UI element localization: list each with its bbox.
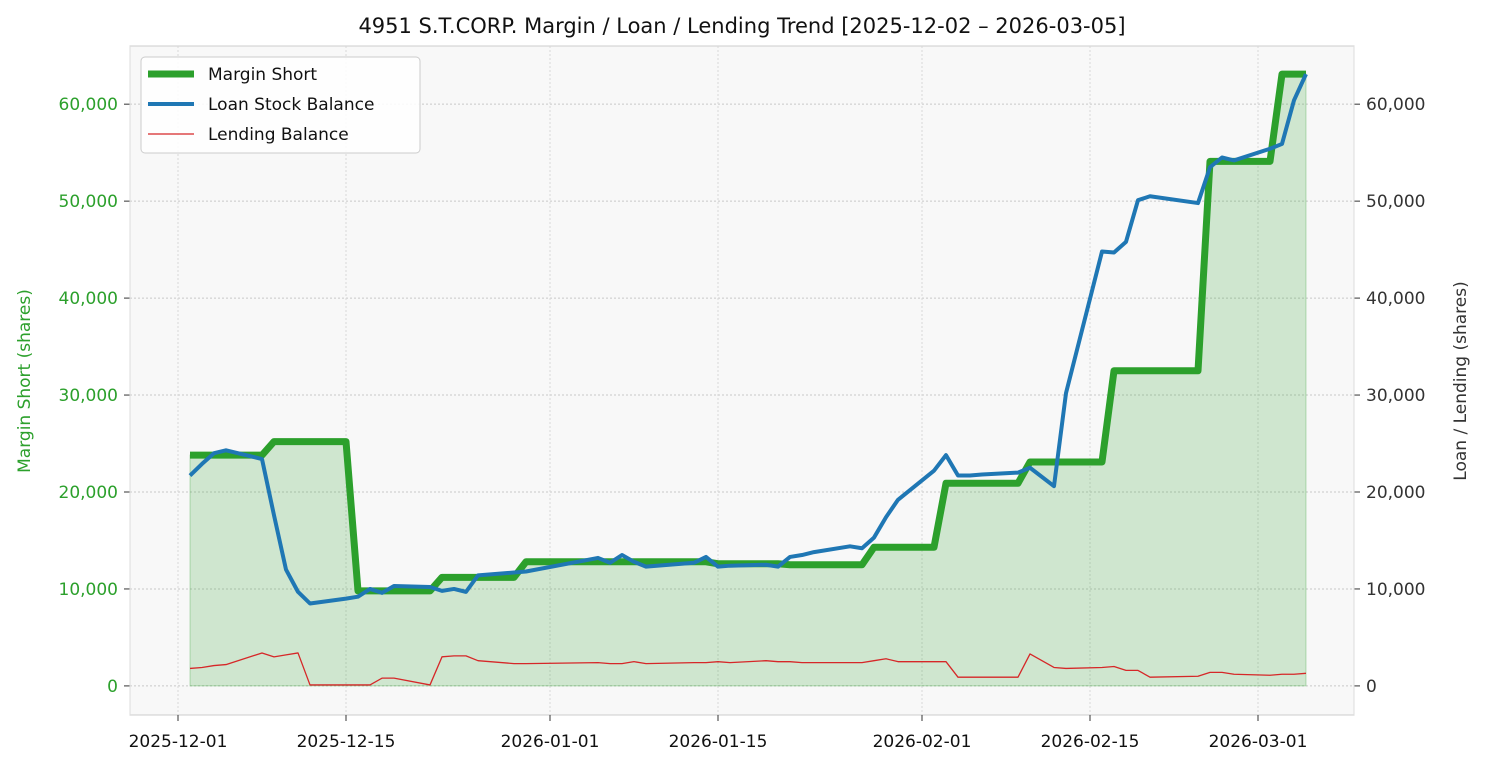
plot-background: [129, 45, 1355, 716]
legend-label: Margin Short: [208, 65, 317, 85]
y-right-tick-label: 20,000: [1366, 483, 1425, 503]
x-tick-label: 2026-02-01: [873, 732, 972, 752]
legend-label: Lending Balance: [208, 125, 349, 145]
axes: 0 10,000 20,000 30,000 40,000 50,000 60,000 0 10…: [59, 46, 1425, 752]
y-left-tick-label: 50,000: [59, 192, 118, 212]
x-tick-label: 2026-03-01: [1209, 732, 1308, 752]
y-right-tick-label: 50,000: [1366, 192, 1425, 212]
y-left-tick-label: 0: [107, 677, 118, 697]
y-left-tick-label: 30,000: [59, 386, 118, 406]
y-axis-right-title: Loan / Lending (shares): [1451, 281, 1471, 480]
y-left-tick-label: 60,000: [59, 95, 118, 115]
y-right-tick-label: 40,000: [1366, 289, 1425, 309]
legend-label: Loan Stock Balance: [208, 95, 374, 115]
x-tick-label: 2026-01-01: [501, 732, 600, 752]
x-tick-label: 2026-02-15: [1041, 732, 1140, 752]
y-right-tick-label: 60,000: [1366, 95, 1425, 115]
x-tick-label: 2025-12-15: [297, 732, 396, 752]
y-right-tick-label: 10,000: [1366, 580, 1425, 600]
grid-lines: [130, 46, 1354, 715]
series-layer: [188, 70, 1308, 687]
legend-box: [140, 56, 421, 154]
y-right-tick-label: 30,000: [1366, 386, 1425, 406]
lending-balance-line: [189, 652, 1307, 686]
x-tick-label: 2026-01-15: [669, 732, 768, 752]
x-tick-label: 2025-12-01: [129, 732, 228, 752]
legend: Margin Short Loan Stock Balance Lending Ba…: [140, 56, 421, 154]
y-left-tick-label: 40,000: [59, 289, 118, 309]
y-axis-left-title: Margin Short (shares): [15, 289, 35, 473]
loan-stock-balance-line: [188, 73, 1308, 606]
y-left-tick-label: 10,000: [59, 580, 118, 600]
y-right-tick-label: 0: [1366, 677, 1377, 697]
y-left-tick-label: 20,000: [59, 483, 118, 503]
chart-title: 4951 S.T.CORP. Margin / Loan / Lending T…: [358, 14, 1125, 38]
